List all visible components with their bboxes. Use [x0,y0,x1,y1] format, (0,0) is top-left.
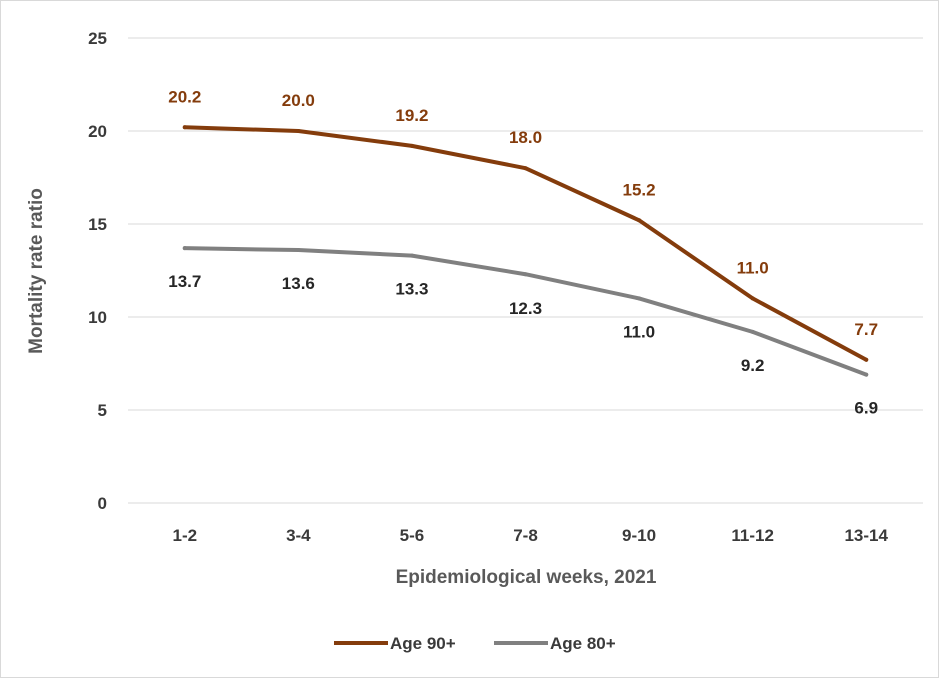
y-tick-label: 10 [88,308,107,327]
data-point [750,296,755,301]
legend-label: Age 90+ [390,634,456,653]
data-label: 9.2 [741,356,765,375]
data-point [864,372,869,377]
y-tick-label: 20 [88,122,107,141]
data-point [409,143,414,148]
data-point [182,246,187,251]
x-tick-label: 13-14 [844,526,888,545]
data-label: 15.2 [623,180,656,199]
data-label: 12.3 [509,299,542,318]
y-tick-label: 25 [88,29,107,48]
data-labels: 20.2 20.0 19.2 18.0 15.2 11.0 7.7 13.7 13.6 13.3 1… [168,87,878,417]
data-point [523,166,528,171]
data-point [750,329,755,334]
data-label: 6.9 [854,399,878,418]
x-axis-ticks: 1-2 3-4 5-6 7-8 9-10 11-12 13-14 [172,526,888,545]
y-tick-label: 0 [98,494,107,513]
x-tick-label: 11-12 [731,526,774,545]
data-label: 13.6 [282,274,315,293]
x-axis-title: Epidemiological weeks, 2021 [396,567,657,588]
data-label: 7.7 [854,320,878,339]
data-label: 13.7 [168,272,201,291]
data-label: 19.2 [395,106,428,125]
y-tick-label: 5 [98,401,107,420]
data-point [296,248,301,253]
data-label: 18.0 [509,128,542,147]
data-point [637,218,642,223]
data-point [182,125,187,130]
data-label: 11.0 [623,322,655,341]
data-label: 11.0 [737,258,769,277]
y-axis-title: Mortality rate ratio [26,188,47,354]
data-point [296,129,301,133]
x-tick-label: 5-6 [400,526,425,545]
x-tick-label: 7-8 [513,526,538,545]
y-tick-label: 15 [88,215,107,234]
legend: Age 90+ Age 80+ [334,634,616,653]
data-point [409,253,414,258]
data-point [523,272,528,277]
gridlines [128,37,923,504]
data-label: 13.3 [395,280,428,299]
series-lines [182,125,869,377]
legend-label: Age 80+ [550,634,616,653]
x-tick-label: 9-10 [622,526,656,545]
data-point [637,296,642,301]
series-line-age-90-plus [182,125,869,362]
data-point [864,357,869,362]
x-tick-label: 1-2 [172,526,197,545]
data-label: 20.0 [282,91,315,110]
x-tick-label: 3-4 [286,526,311,545]
y-axis-ticks: 0 5 10 15 20 25 [88,29,107,513]
data-label: 20.2 [168,87,201,106]
